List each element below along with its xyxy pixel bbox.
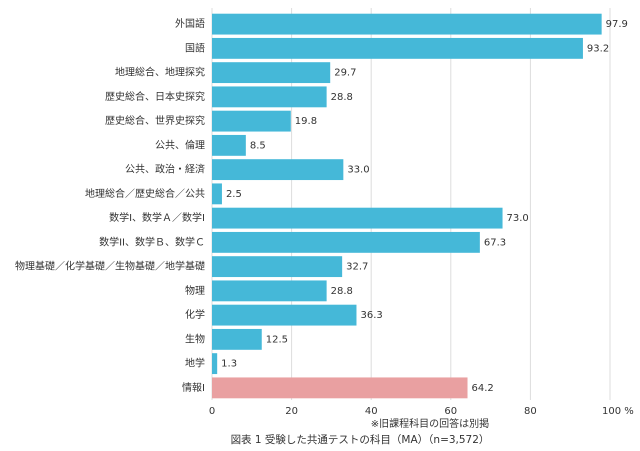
- bar: [212, 328, 262, 350]
- bar: [212, 13, 602, 35]
- footnote: ※旧課程科目の回答は別掲: [371, 417, 489, 430]
- bar: [212, 256, 343, 278]
- y-tick-label: 生物: [185, 332, 205, 345]
- bar: [212, 207, 503, 229]
- x-tick-label: 80: [524, 406, 537, 417]
- y-tick-label: 国語: [185, 41, 205, 54]
- x-tick-label: 40: [365, 406, 378, 417]
- value-label: 67.3: [484, 237, 506, 248]
- y-tick-label: 歴史総合、日本史探究: [105, 90, 205, 103]
- x-tick-label: 60: [444, 406, 457, 417]
- value-label: 1.3: [221, 359, 237, 370]
- value-label: 93.2: [587, 43, 609, 54]
- y-tick-label: 地理総合、地理探究: [115, 66, 205, 79]
- value-label: 28.8: [331, 92, 353, 103]
- y-tick-label: 外国語: [175, 17, 205, 30]
- y-tick-label: 情報Ⅰ: [182, 381, 205, 394]
- y-tick-label: 物理: [185, 284, 205, 297]
- y-tick-label: 物理基礎／化学基礎／生物基礎／地学基礎: [15, 260, 205, 273]
- bar: [212, 62, 331, 84]
- bar: [212, 353, 218, 375]
- bar: [212, 304, 357, 326]
- bar: [212, 110, 291, 132]
- y-tick-label: 地学: [185, 357, 205, 370]
- x-tick-label: 100 %: [602, 406, 634, 417]
- value-label: 73.0: [507, 213, 529, 224]
- value-label: 12.5: [266, 334, 288, 345]
- y-tick-label: 公共、政治・経済: [125, 163, 205, 176]
- bar: [212, 280, 327, 302]
- y-tick-label: 数学Ⅰ、数学Ａ／数学Ⅰ: [109, 211, 205, 224]
- bar: [212, 37, 583, 59]
- y-tick-label: 化学: [185, 308, 205, 321]
- y-tick-label: 歴史総合、世界史探究: [105, 114, 205, 127]
- value-label: 8.5: [250, 140, 266, 151]
- chart-title: 図表 1 受験した共通テストの科目（MA）（n=3,572）: [231, 433, 490, 446]
- bar: [212, 183, 222, 205]
- value-label: 97.9: [606, 19, 628, 30]
- x-tick-label: 0: [209, 406, 215, 417]
- bar: [212, 134, 246, 156]
- value-label: 33.0: [347, 165, 369, 176]
- value-label: 29.7: [334, 68, 356, 79]
- value-label: 32.7: [346, 262, 368, 273]
- y-tick-label: 数学ⅠⅠ、数学Ｂ、数学Ｃ: [99, 235, 205, 248]
- value-label: 36.3: [360, 310, 382, 321]
- x-tick-label: 20: [285, 406, 298, 417]
- bar: [212, 159, 344, 181]
- y-tick-label: 地理総合／歴史総合／公共: [85, 187, 205, 200]
- bar: [212, 231, 480, 253]
- value-label: 2.5: [226, 189, 242, 200]
- bar: [212, 377, 468, 399]
- value-label: 64.2: [472, 383, 494, 394]
- value-label: 28.8: [331, 286, 353, 297]
- y-tick-label: 公共、倫理: [155, 138, 205, 151]
- value-label: 19.8: [295, 116, 317, 127]
- bar: [212, 86, 327, 108]
